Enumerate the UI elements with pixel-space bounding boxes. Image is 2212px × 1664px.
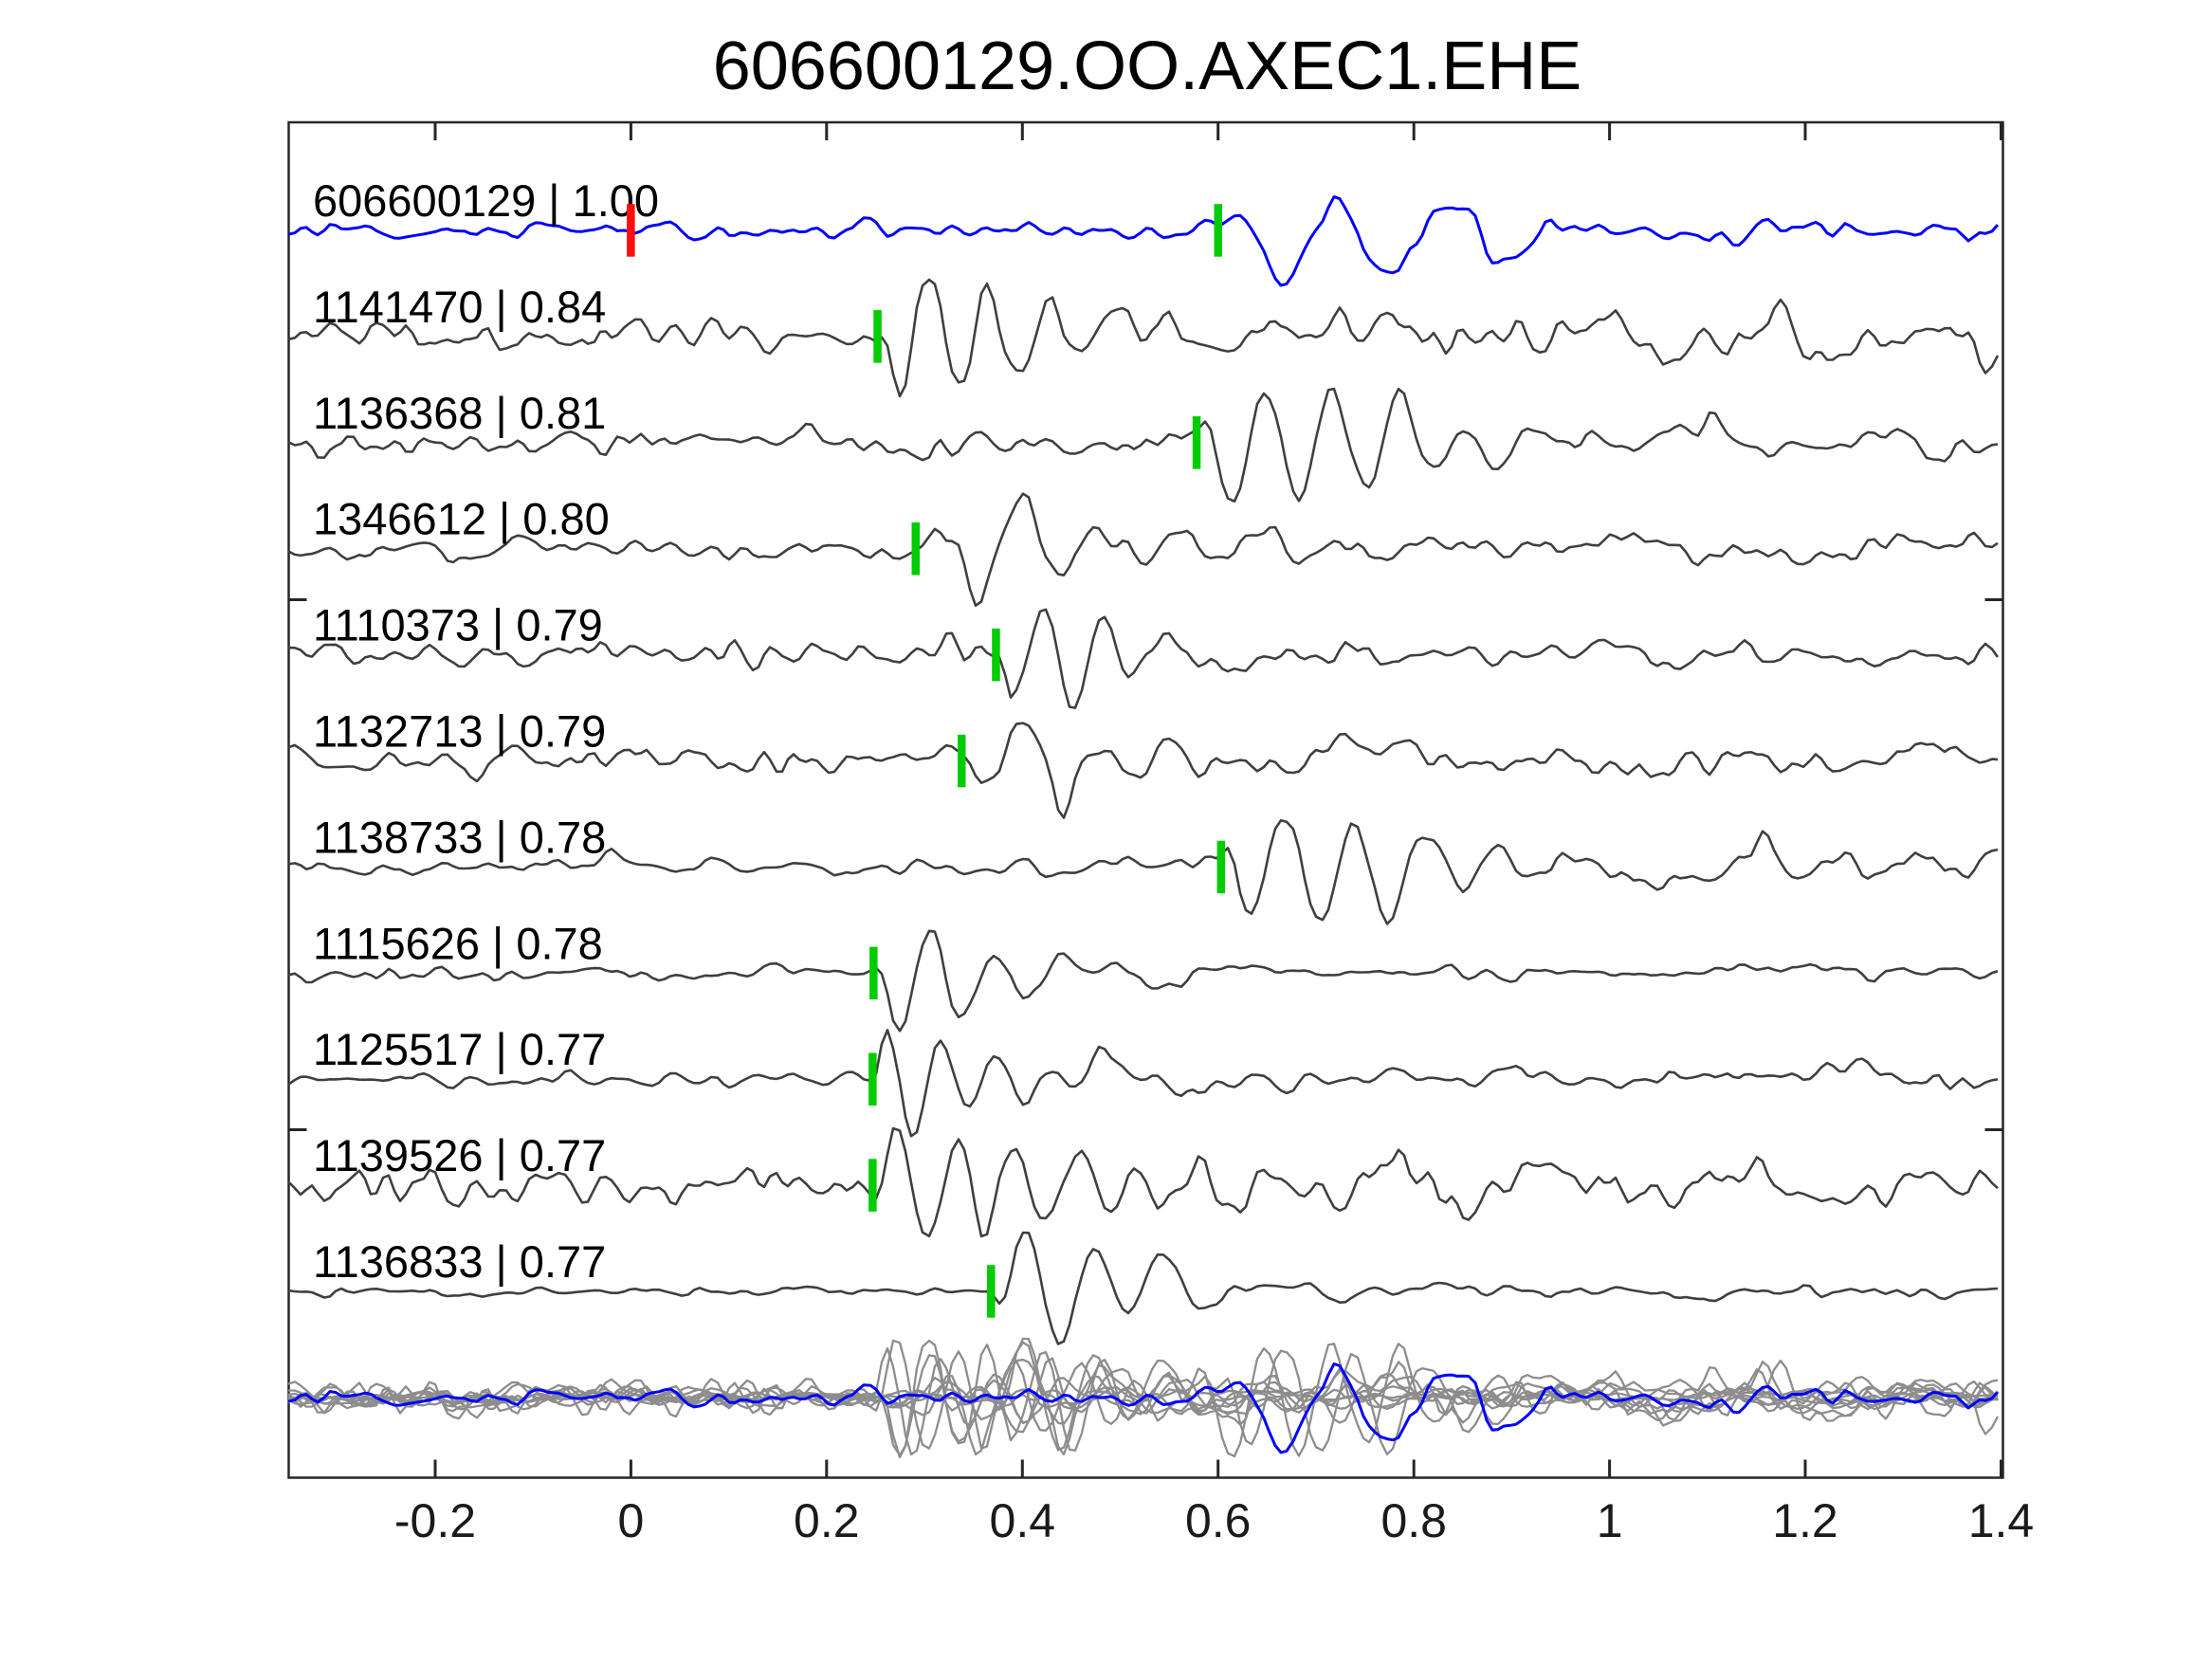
svg-text:1125517 | 0.77: 1125517 | 0.77: [313, 1024, 606, 1074]
svg-text:1138733 | 0.78: 1138733 | 0.78: [313, 812, 606, 862]
svg-text:0: 0: [617, 1494, 644, 1547]
svg-text:-0.2: -0.2: [394, 1494, 476, 1547]
svg-text:1141470 | 0.84: 1141470 | 0.84: [313, 282, 606, 332]
svg-text:0.4: 0.4: [990, 1494, 1056, 1547]
svg-text:606600129.OO.AXEC1.EHE: 606600129.OO.AXEC1.EHE: [713, 28, 1582, 104]
svg-text:1: 1: [1597, 1494, 1623, 1547]
svg-text:606600129 | 1.00: 606600129 | 1.00: [313, 175, 659, 226]
svg-text:1346612 | 0.80: 1346612 | 0.80: [313, 494, 610, 544]
svg-text:0.8: 0.8: [1380, 1494, 1447, 1547]
svg-text:1139526 | 0.77: 1139526 | 0.77: [313, 1130, 606, 1180]
svg-text:1132713 | 0.79: 1132713 | 0.79: [313, 706, 606, 757]
svg-text:1115626 | 0.78: 1115626 | 0.78: [313, 918, 603, 968]
svg-text:1136833 | 0.77: 1136833 | 0.77: [313, 1236, 606, 1287]
svg-text:1.2: 1.2: [1772, 1494, 1838, 1547]
svg-text:1.4: 1.4: [1968, 1494, 2035, 1547]
svg-text:1136368 | 0.81: 1136368 | 0.81: [313, 388, 606, 438]
svg-text:1110373 | 0.79: 1110373 | 0.79: [313, 600, 603, 650]
svg-text:0.2: 0.2: [794, 1494, 860, 1547]
svg-text:0.6: 0.6: [1185, 1494, 1252, 1547]
